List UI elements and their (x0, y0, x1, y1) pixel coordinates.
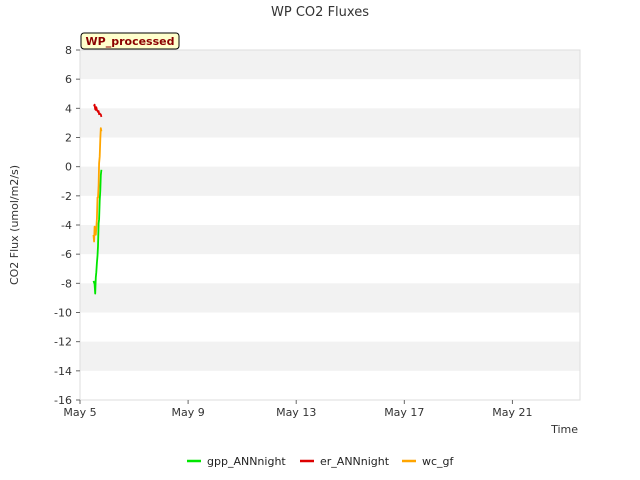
y-tick-label: -16 (54, 394, 72, 407)
processed-badge: WP_processed (80, 32, 180, 50)
grid-band (80, 341, 580, 371)
grid-band (80, 50, 580, 80)
y-tick-label: 8 (65, 44, 72, 57)
axes: -16 -14 -12 -10 -8 -6 -4 -2 0 2 4 6 8 May 5 May 9 May 1… (54, 44, 533, 419)
legend-label: er_ANNnight (320, 455, 390, 468)
y-tick-label: -2 (61, 190, 72, 203)
badge-label: WP_processed (86, 35, 175, 48)
grid-band (80, 283, 580, 313)
grid-band (80, 225, 580, 255)
grid-bands (80, 50, 580, 371)
y-tick-label: -12 (54, 336, 72, 349)
x-tick-label: May 13 (276, 406, 316, 419)
legend: gpp_ANNnight er_ANNnight wc_gf (187, 455, 455, 468)
legend-label: gpp_ANNnight (207, 455, 286, 468)
y-tick-label: 2 (65, 132, 72, 145)
y-tick-label: -4 (61, 219, 72, 232)
y-tick-label: -6 (61, 248, 72, 261)
y-tick-label: 0 (65, 161, 72, 174)
series-line-wc_gf (92, 127, 103, 243)
x-tick-label: May 9 (171, 406, 204, 419)
y-tick-label: 4 (65, 102, 72, 115)
grid-band (80, 108, 580, 138)
badge-box (80, 32, 180, 50)
y-tick-label: -14 (54, 365, 72, 378)
series-layer (92, 103, 103, 295)
x-axis-title: Time (550, 423, 578, 436)
y-axis-title: CO2 Flux (umol/m2/s) (8, 165, 21, 285)
x-tick-label: May 17 (384, 406, 424, 419)
chart-title: WP CO2 Fluxes (271, 5, 369, 20)
y-tick-label: 6 (65, 73, 72, 86)
y-tick-label: -8 (61, 277, 72, 290)
legend-label: wc_gf (422, 455, 455, 468)
grid-band (80, 166, 580, 196)
series-line-er_ANNnight (93, 103, 103, 118)
x-tick-label: May 5 (63, 406, 96, 419)
y-tick-label: -10 (54, 307, 72, 320)
x-tick-label: May 21 (492, 406, 532, 419)
series-line-gpp_ANNnight (92, 169, 103, 295)
